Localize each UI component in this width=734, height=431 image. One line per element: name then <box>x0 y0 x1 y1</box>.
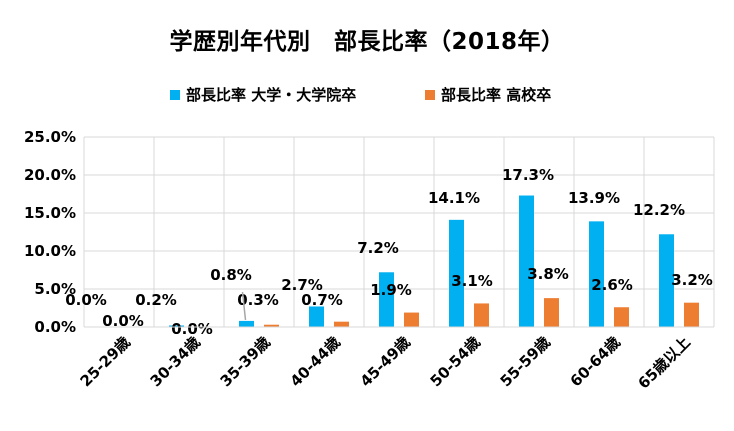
bar-university <box>169 325 184 327</box>
data-label-university: 14.1% <box>428 189 480 207</box>
bar-highschool <box>474 303 489 327</box>
x-tick-label: 40-44歳 <box>287 333 344 390</box>
bar-university <box>449 219 464 327</box>
bar-highschool <box>684 302 699 327</box>
data-label-highschool: 0.7% <box>301 291 343 309</box>
x-tick-label: 25-29歳 <box>77 333 134 390</box>
bar-university <box>239 320 254 327</box>
bar-highschool <box>334 321 349 327</box>
x-tick-label: 50-54歳 <box>427 333 484 390</box>
data-label-highschool: 3.2% <box>671 271 713 289</box>
bar-university <box>659 234 674 327</box>
y-tick-label: 10.0% <box>24 242 76 260</box>
data-label-highschool: 0.3% <box>237 291 279 309</box>
y-tick-label: 25.0% <box>24 128 76 146</box>
data-label-university: 0.8% <box>210 266 252 284</box>
bar-university <box>379 272 394 327</box>
legend-label-university: 部長比率 大学・大学院卒 <box>186 86 357 104</box>
data-label-university: 17.3% <box>502 166 554 184</box>
bar-highschool <box>264 324 279 327</box>
x-tick-label: 65歳以上 <box>635 333 694 392</box>
y-tick-label: 20.0% <box>24 166 76 184</box>
data-label-highschool: 1.9% <box>370 281 412 299</box>
data-label-highschool: 0.0% <box>171 320 213 338</box>
bar-university <box>519 195 534 327</box>
x-tick-label: 30-34歳 <box>147 333 204 390</box>
bar-highschool <box>404 312 419 327</box>
data-label-university: 12.2% <box>633 201 685 219</box>
data-label-university: 0.0% <box>65 291 107 309</box>
legend-item-highschool: 部長比率 高校卒 <box>425 84 551 105</box>
y-tick-label: 0.0% <box>34 318 76 336</box>
bar-university <box>309 306 324 327</box>
legend-swatch-highschool <box>425 89 435 100</box>
data-label-university: 2.7% <box>281 276 323 294</box>
data-label-highschool: 3.1% <box>451 272 493 290</box>
bar-highschool <box>544 298 559 327</box>
legend-label-highschool: 部長比率 高校卒 <box>441 86 552 104</box>
bar-highschool <box>614 307 629 327</box>
data-label-university: 0.2% <box>135 291 177 309</box>
y-tick-label: 15.0% <box>24 204 76 222</box>
y-tick-label: 5.0% <box>34 280 76 298</box>
data-label-highschool: 0.0% <box>102 312 144 330</box>
leader-line <box>241 291 247 321</box>
legend: 部長比率 大学・大学院卒 部長比率 高校卒 <box>0 84 734 106</box>
legend-item-university: 部長比率 大学・大学院卒 <box>170 84 356 105</box>
data-label-highschool: 3.8% <box>527 265 569 283</box>
x-tick-label: 60-64歳 <box>567 333 624 390</box>
x-tick-label: 45-49歳 <box>357 333 414 390</box>
data-label-highschool: 2.6% <box>591 276 633 294</box>
data-label-university: 13.9% <box>568 189 620 207</box>
bar-university <box>589 221 604 327</box>
x-tick-label: 35-39歳 <box>217 333 274 390</box>
x-tick-label: 55-59歳 <box>497 333 554 390</box>
chart-title: 学歴別年代別 部長比率（2018年） <box>169 29 565 55</box>
data-label-university: 7.2% <box>357 239 399 257</box>
legend-swatch-university <box>170 89 180 100</box>
